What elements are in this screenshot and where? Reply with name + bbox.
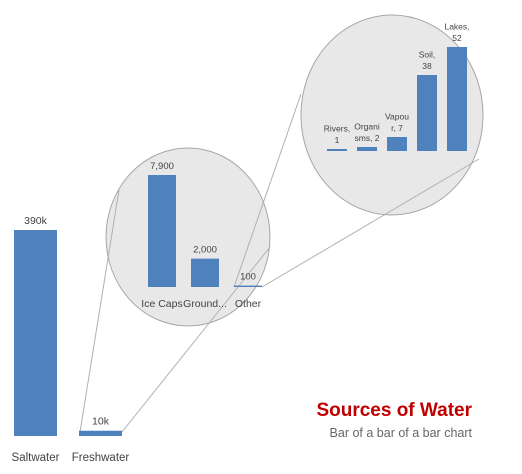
data-label-g3-rivers: Rivers, 1 bbox=[324, 124, 350, 146]
bar-g3-soil bbox=[417, 75, 437, 151]
zoom-circle-2 bbox=[300, 14, 484, 216]
data-label-line-g3-soil-2: 38 bbox=[422, 61, 432, 71]
data-label-line-g2-ice-caps-1: 7,900 bbox=[150, 161, 174, 172]
data-label-g2-other: 100 bbox=[240, 272, 256, 283]
category-label-g2-ground: Ground... bbox=[183, 298, 227, 310]
data-label-g3-soil: Soil, 38 bbox=[419, 50, 436, 72]
chart-marks: 390k Saltwater 10k Freshwater 7,900 Ice Caps 2… bbox=[12, 22, 470, 465]
chart-title: Sources of Water bbox=[316, 400, 472, 421]
data-label-line-g2-other-1: 100 bbox=[240, 272, 256, 283]
connector-lines bbox=[79, 93, 480, 433]
connector-line-1b bbox=[121, 246, 271, 433]
data-label-line-g3-organisms-1: Organi bbox=[354, 122, 380, 132]
bar-g3-organisms bbox=[357, 147, 377, 151]
data-label-line-g2-ground-1: 2,000 bbox=[193, 245, 217, 256]
data-label-g3-organisms: Organi sms, 2 bbox=[354, 122, 380, 144]
bar-g3-lakes bbox=[447, 47, 467, 151]
zoom-circles bbox=[105, 14, 484, 327]
connector-line-2b bbox=[261, 158, 480, 288]
data-label-line-g3-rivers-1: Rivers, bbox=[324, 124, 350, 134]
category-label-g2-other: Other bbox=[235, 298, 262, 310]
data-label-g2-ice-caps: 7,900 bbox=[150, 161, 174, 172]
bar-g3-vapour bbox=[387, 137, 407, 151]
data-label-g1-freshwater: 10k bbox=[92, 416, 110, 428]
data-label-line-g3-soil-1: Soil, bbox=[419, 50, 436, 60]
data-label-line-g3-rivers-2: 1 bbox=[335, 135, 340, 145]
data-label-g2-ground: 2,000 bbox=[193, 245, 217, 256]
category-label-g1-saltwater: Saltwater bbox=[12, 452, 60, 464]
chart-subtitle: Bar of a bar of a bar chart bbox=[330, 426, 473, 440]
data-label-line-g3-lakes-1: Lakes, bbox=[444, 22, 469, 32]
zoom-circle-1 bbox=[105, 147, 271, 327]
bar-g2-other bbox=[234, 285, 262, 287]
data-label-line-g1-freshwater-1: 10k bbox=[92, 416, 110, 428]
connector-line-2a bbox=[233, 93, 302, 288]
data-label-line-g3-organisms-2: sms, 2 bbox=[354, 133, 379, 143]
data-label-line-g3-lakes-2: 52 bbox=[452, 33, 462, 43]
data-label-g3-lakes: Lakes, 52 bbox=[444, 22, 469, 44]
data-label-line-g3-vapour-1: Vapou bbox=[385, 112, 409, 122]
connector-line-1a bbox=[79, 189, 120, 433]
bar-g2-ground bbox=[191, 258, 219, 287]
bar-g1-freshwater bbox=[79, 430, 122, 436]
bar-g1-saltwater bbox=[14, 230, 57, 436]
data-label-line-g1-saltwater-1: 390k bbox=[24, 215, 48, 227]
data-label-line-g3-vapour-2: r, 7 bbox=[391, 123, 403, 133]
category-label-g2-ice-caps: Ice Caps bbox=[141, 298, 182, 310]
bar-g3-rivers bbox=[327, 149, 347, 151]
data-label-g3-vapour: Vapou r, 7 bbox=[385, 112, 409, 134]
bar-g2-ice-caps bbox=[148, 175, 176, 287]
data-label-g1-saltwater: 390k bbox=[24, 215, 48, 227]
category-label-g1-freshwater: Freshwater bbox=[72, 452, 130, 464]
